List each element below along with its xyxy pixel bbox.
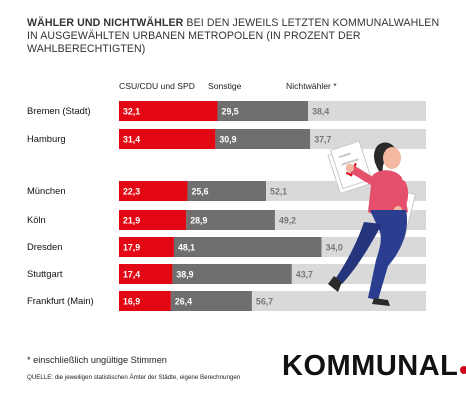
logo-dot-icon <box>460 366 466 374</box>
bar-value-label: 17,9 <box>123 243 140 253</box>
bar-value-label: 22,3 <box>123 187 140 197</box>
woman-running-with-ballots-icon <box>327 140 416 306</box>
bar-segment <box>217 101 309 121</box>
bar-value-label: 29,5 <box>222 107 239 117</box>
category-label: München <box>27 185 66 196</box>
chart-title-bold: WÄHLER UND NICHTWÄHLER <box>27 17 184 29</box>
bar-segment <box>215 129 311 149</box>
legend-label-2: Nichtwähler * <box>286 81 337 91</box>
bar-value-label: 21,9 <box>123 216 140 226</box>
bar-value-label: 28,9 <box>190 216 207 226</box>
bar-segment <box>119 264 173 284</box>
bar-segment <box>291 264 426 284</box>
bar-value-label: 48,1 <box>178 243 195 253</box>
bar-segment <box>172 264 292 284</box>
legend-label-1: Sonstige <box>208 81 242 91</box>
bar-value-label: 26,4 <box>175 297 192 307</box>
bar-segment <box>119 181 188 201</box>
bar-value-label: 34,0 <box>326 243 343 253</box>
bar-value-label: 25,6 <box>191 187 208 197</box>
bar-value-label: 56,7 <box>256 297 273 307</box>
bar-value-label: 30,9 <box>219 135 236 145</box>
bar-segment <box>186 210 275 230</box>
source-note: QUELLE: die jeweiligen statistischen Ämt… <box>27 374 241 381</box>
kommunal-logo: KOMMUNAL <box>282 350 466 383</box>
legend: CSU/CDU und SPD Sonstige Nichtwähler * <box>119 81 337 91</box>
bar-segment <box>170 291 252 311</box>
category-label: Köln <box>27 214 46 225</box>
category-label: Hamburg <box>27 133 66 144</box>
bar-value-label: 37,7 <box>314 135 331 145</box>
bar-segment <box>119 129 216 149</box>
bar-value-label: 38,9 <box>176 270 193 280</box>
bar-segment <box>119 210 187 230</box>
category-label: Bremen (Stadt) <box>27 105 91 116</box>
bar-segment <box>173 237 322 257</box>
legend-label-0: CSU/CDU und SPD <box>119 81 195 91</box>
category-label: Stuttgart <box>27 268 63 279</box>
footnote: * einschließlich ungültige Stimmen <box>27 355 167 365</box>
chart-title-rest: BEI DEN JEWEILS LETZTEN KOMMUNALWAHLEN I… <box>27 17 440 55</box>
bar-segment <box>308 101 426 121</box>
bar-segment <box>119 291 171 311</box>
bar-value-label: 17,4 <box>123 270 140 280</box>
bar-value-label: 38,4 <box>312 107 329 117</box>
chart-title: WÄHLER UND NICHTWÄHLER BEI DEN JEWEILS L… <box>27 17 447 56</box>
bar-segment <box>119 101 218 121</box>
bar-value-label: 31,4 <box>123 135 140 145</box>
logo-text: KOMMUNAL <box>282 350 459 382</box>
category-labels: Bremen (Stadt) Hamburg München Köln Dresden S… <box>27 105 94 306</box>
bar-segment <box>187 181 267 201</box>
category-label: Frankfurt (Main) <box>27 295 94 306</box>
bar-segment <box>119 237 174 257</box>
bar-value-label: 52,1 <box>270 187 287 197</box>
bar-value-label: 43,7 <box>296 270 313 280</box>
bar-value-label: 16,9 <box>123 297 140 307</box>
bar-value-label: 49,2 <box>279 216 296 226</box>
bar-segment <box>251 291 426 311</box>
bar-segment <box>310 129 426 149</box>
category-label: Dresden <box>27 241 62 252</box>
bar-value-label: 32,1 <box>123 107 140 117</box>
